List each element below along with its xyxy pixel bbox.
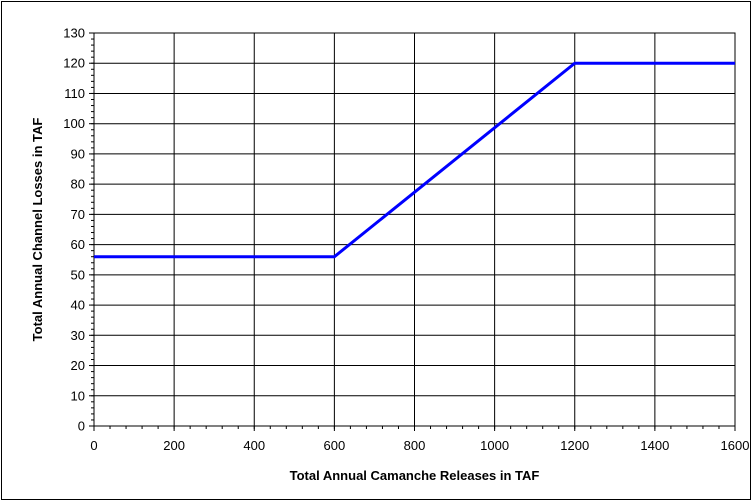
x-axis-title: Total Annual Camanche Releases in TAF	[290, 468, 540, 483]
x-tick-label: 1000	[480, 438, 509, 453]
axis-ticks	[89, 32, 736, 431]
y-tick-label: 60	[71, 237, 85, 252]
y-tick-label: 90	[71, 146, 85, 161]
y-tick-label: 110	[64, 86, 85, 101]
x-tick-label: 200	[163, 438, 185, 453]
x-tick-label: 800	[404, 438, 426, 453]
y-tick-label: 40	[71, 298, 85, 313]
y-tick-label: 30	[71, 328, 85, 343]
series-line	[94, 61, 735, 259]
y-tick-label: 0	[78, 419, 85, 434]
y-tick-label: 20	[71, 358, 85, 373]
tick-labels: 0 200 400 600 800 1000 1200 1400 1600 0 10 20 30 40 50…	[63, 26, 749, 454]
y-tick-label: 120	[63, 56, 85, 71]
y-tick-label: 50	[71, 267, 85, 282]
x-tick-label: 1200	[560, 438, 589, 453]
y-tick-label: 10	[71, 388, 85, 403]
series-layer	[94, 61, 735, 259]
grid	[94, 33, 735, 426]
y-tick-label: 130	[63, 26, 85, 41]
y-tick-label: 70	[71, 207, 85, 222]
y-tick-label: 80	[71, 177, 85, 192]
y-axis-title: Total Annual Channel Losses in TAF	[30, 118, 45, 342]
y-tick-label: 100	[63, 116, 85, 131]
x-tick-label: 1600	[721, 438, 750, 453]
x-tick-label: 0	[90, 438, 97, 453]
x-tick-label: 600	[324, 438, 346, 453]
x-tick-label: 400	[243, 438, 265, 453]
x-tick-label: 1400	[640, 438, 669, 453]
